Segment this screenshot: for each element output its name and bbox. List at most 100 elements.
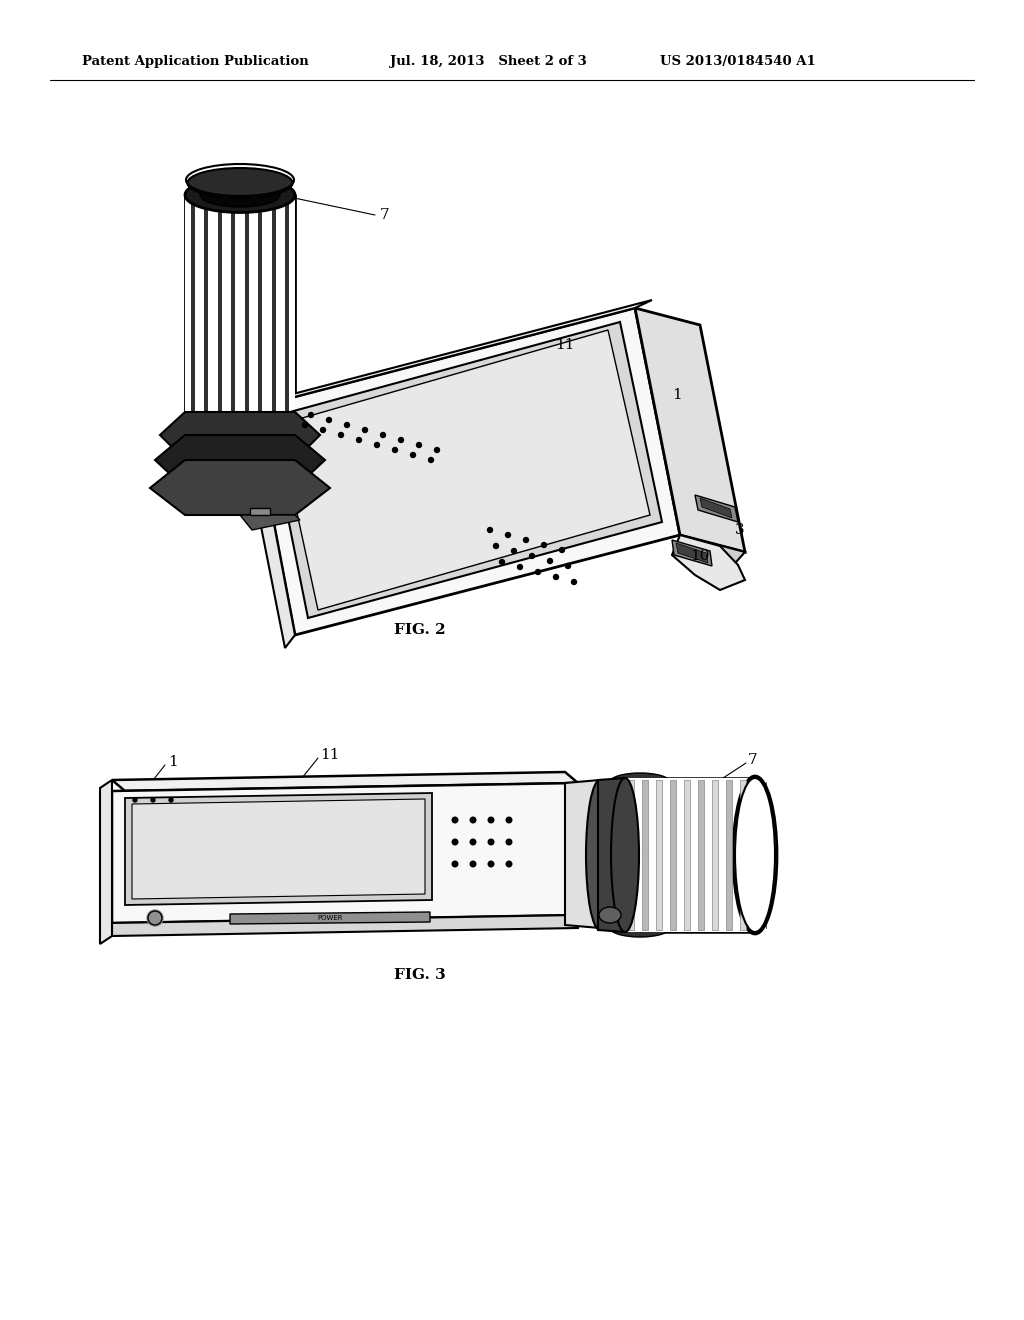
Circle shape (571, 579, 577, 585)
Circle shape (392, 447, 397, 453)
Circle shape (133, 799, 137, 803)
Text: FIG. 2: FIG. 2 (394, 623, 445, 638)
Ellipse shape (610, 797, 670, 816)
Circle shape (362, 428, 368, 433)
Ellipse shape (200, 183, 280, 207)
Polygon shape (670, 780, 676, 931)
Ellipse shape (599, 907, 621, 923)
Text: 11: 11 (319, 748, 340, 762)
Ellipse shape (187, 168, 293, 198)
Text: FIG. 3: FIG. 3 (394, 968, 445, 982)
Polygon shape (240, 408, 295, 648)
Ellipse shape (185, 412, 295, 447)
Ellipse shape (610, 895, 670, 912)
Ellipse shape (586, 780, 614, 931)
Polygon shape (252, 300, 652, 408)
Circle shape (147, 909, 163, 927)
Polygon shape (625, 777, 755, 932)
Ellipse shape (610, 919, 670, 937)
Text: 7: 7 (748, 752, 758, 767)
Polygon shape (285, 197, 289, 428)
Circle shape (381, 433, 385, 437)
Text: 1: 1 (672, 388, 682, 403)
Circle shape (506, 532, 511, 537)
Text: 3: 3 (735, 523, 744, 537)
Polygon shape (150, 459, 330, 515)
Circle shape (548, 558, 553, 564)
Text: US 2013/0184540 A1: US 2013/0184540 A1 (660, 55, 816, 69)
Circle shape (453, 840, 458, 845)
Polygon shape (231, 197, 236, 428)
Polygon shape (185, 195, 295, 430)
Circle shape (565, 564, 570, 569)
Circle shape (151, 799, 155, 803)
Ellipse shape (185, 177, 295, 213)
Circle shape (470, 861, 476, 867)
Polygon shape (700, 498, 732, 517)
Polygon shape (112, 915, 578, 936)
Ellipse shape (148, 911, 162, 925)
Polygon shape (155, 436, 325, 488)
Polygon shape (740, 780, 746, 931)
Text: POWER: POWER (317, 915, 343, 921)
Circle shape (470, 840, 476, 845)
Polygon shape (635, 308, 745, 552)
Text: 10: 10 (690, 549, 710, 564)
Circle shape (428, 458, 433, 462)
Circle shape (169, 799, 173, 803)
Polygon shape (278, 330, 650, 610)
Text: Jul. 18, 2013   Sheet 2 of 3: Jul. 18, 2013 Sheet 2 of 3 (390, 55, 587, 69)
Ellipse shape (735, 777, 775, 932)
Polygon shape (250, 508, 270, 515)
Circle shape (327, 417, 332, 422)
Polygon shape (258, 197, 262, 428)
Circle shape (487, 528, 493, 532)
Polygon shape (656, 780, 662, 931)
Text: 11: 11 (555, 338, 574, 352)
Polygon shape (268, 322, 662, 618)
Polygon shape (240, 515, 300, 531)
Polygon shape (252, 308, 680, 635)
Circle shape (375, 442, 380, 447)
Polygon shape (271, 197, 275, 428)
Circle shape (488, 817, 494, 822)
Polygon shape (628, 780, 634, 931)
Polygon shape (642, 780, 648, 931)
Text: Patent Application Publication: Patent Application Publication (82, 55, 309, 69)
Circle shape (542, 543, 547, 548)
Polygon shape (112, 772, 578, 791)
Polygon shape (125, 793, 432, 906)
Circle shape (554, 574, 558, 579)
Circle shape (506, 861, 512, 867)
Circle shape (500, 560, 505, 565)
Polygon shape (245, 197, 249, 428)
Ellipse shape (610, 846, 670, 865)
Polygon shape (112, 783, 578, 923)
Circle shape (494, 544, 499, 549)
Circle shape (453, 817, 458, 822)
Circle shape (302, 422, 307, 428)
Text: 1: 1 (168, 755, 178, 770)
Polygon shape (132, 799, 425, 899)
Polygon shape (565, 780, 600, 928)
Polygon shape (230, 912, 430, 924)
Polygon shape (684, 780, 690, 931)
Circle shape (529, 553, 535, 558)
Circle shape (339, 433, 343, 437)
Polygon shape (698, 780, 705, 931)
Polygon shape (672, 535, 745, 590)
Polygon shape (712, 780, 718, 931)
Circle shape (523, 537, 528, 543)
Circle shape (321, 428, 326, 433)
Circle shape (308, 412, 313, 417)
Circle shape (470, 817, 476, 822)
Ellipse shape (611, 777, 639, 932)
Circle shape (506, 840, 512, 845)
Circle shape (536, 569, 541, 574)
Circle shape (506, 817, 512, 822)
Polygon shape (218, 197, 222, 428)
Polygon shape (191, 197, 195, 428)
Polygon shape (680, 535, 745, 579)
Circle shape (411, 453, 416, 458)
Polygon shape (205, 197, 209, 428)
